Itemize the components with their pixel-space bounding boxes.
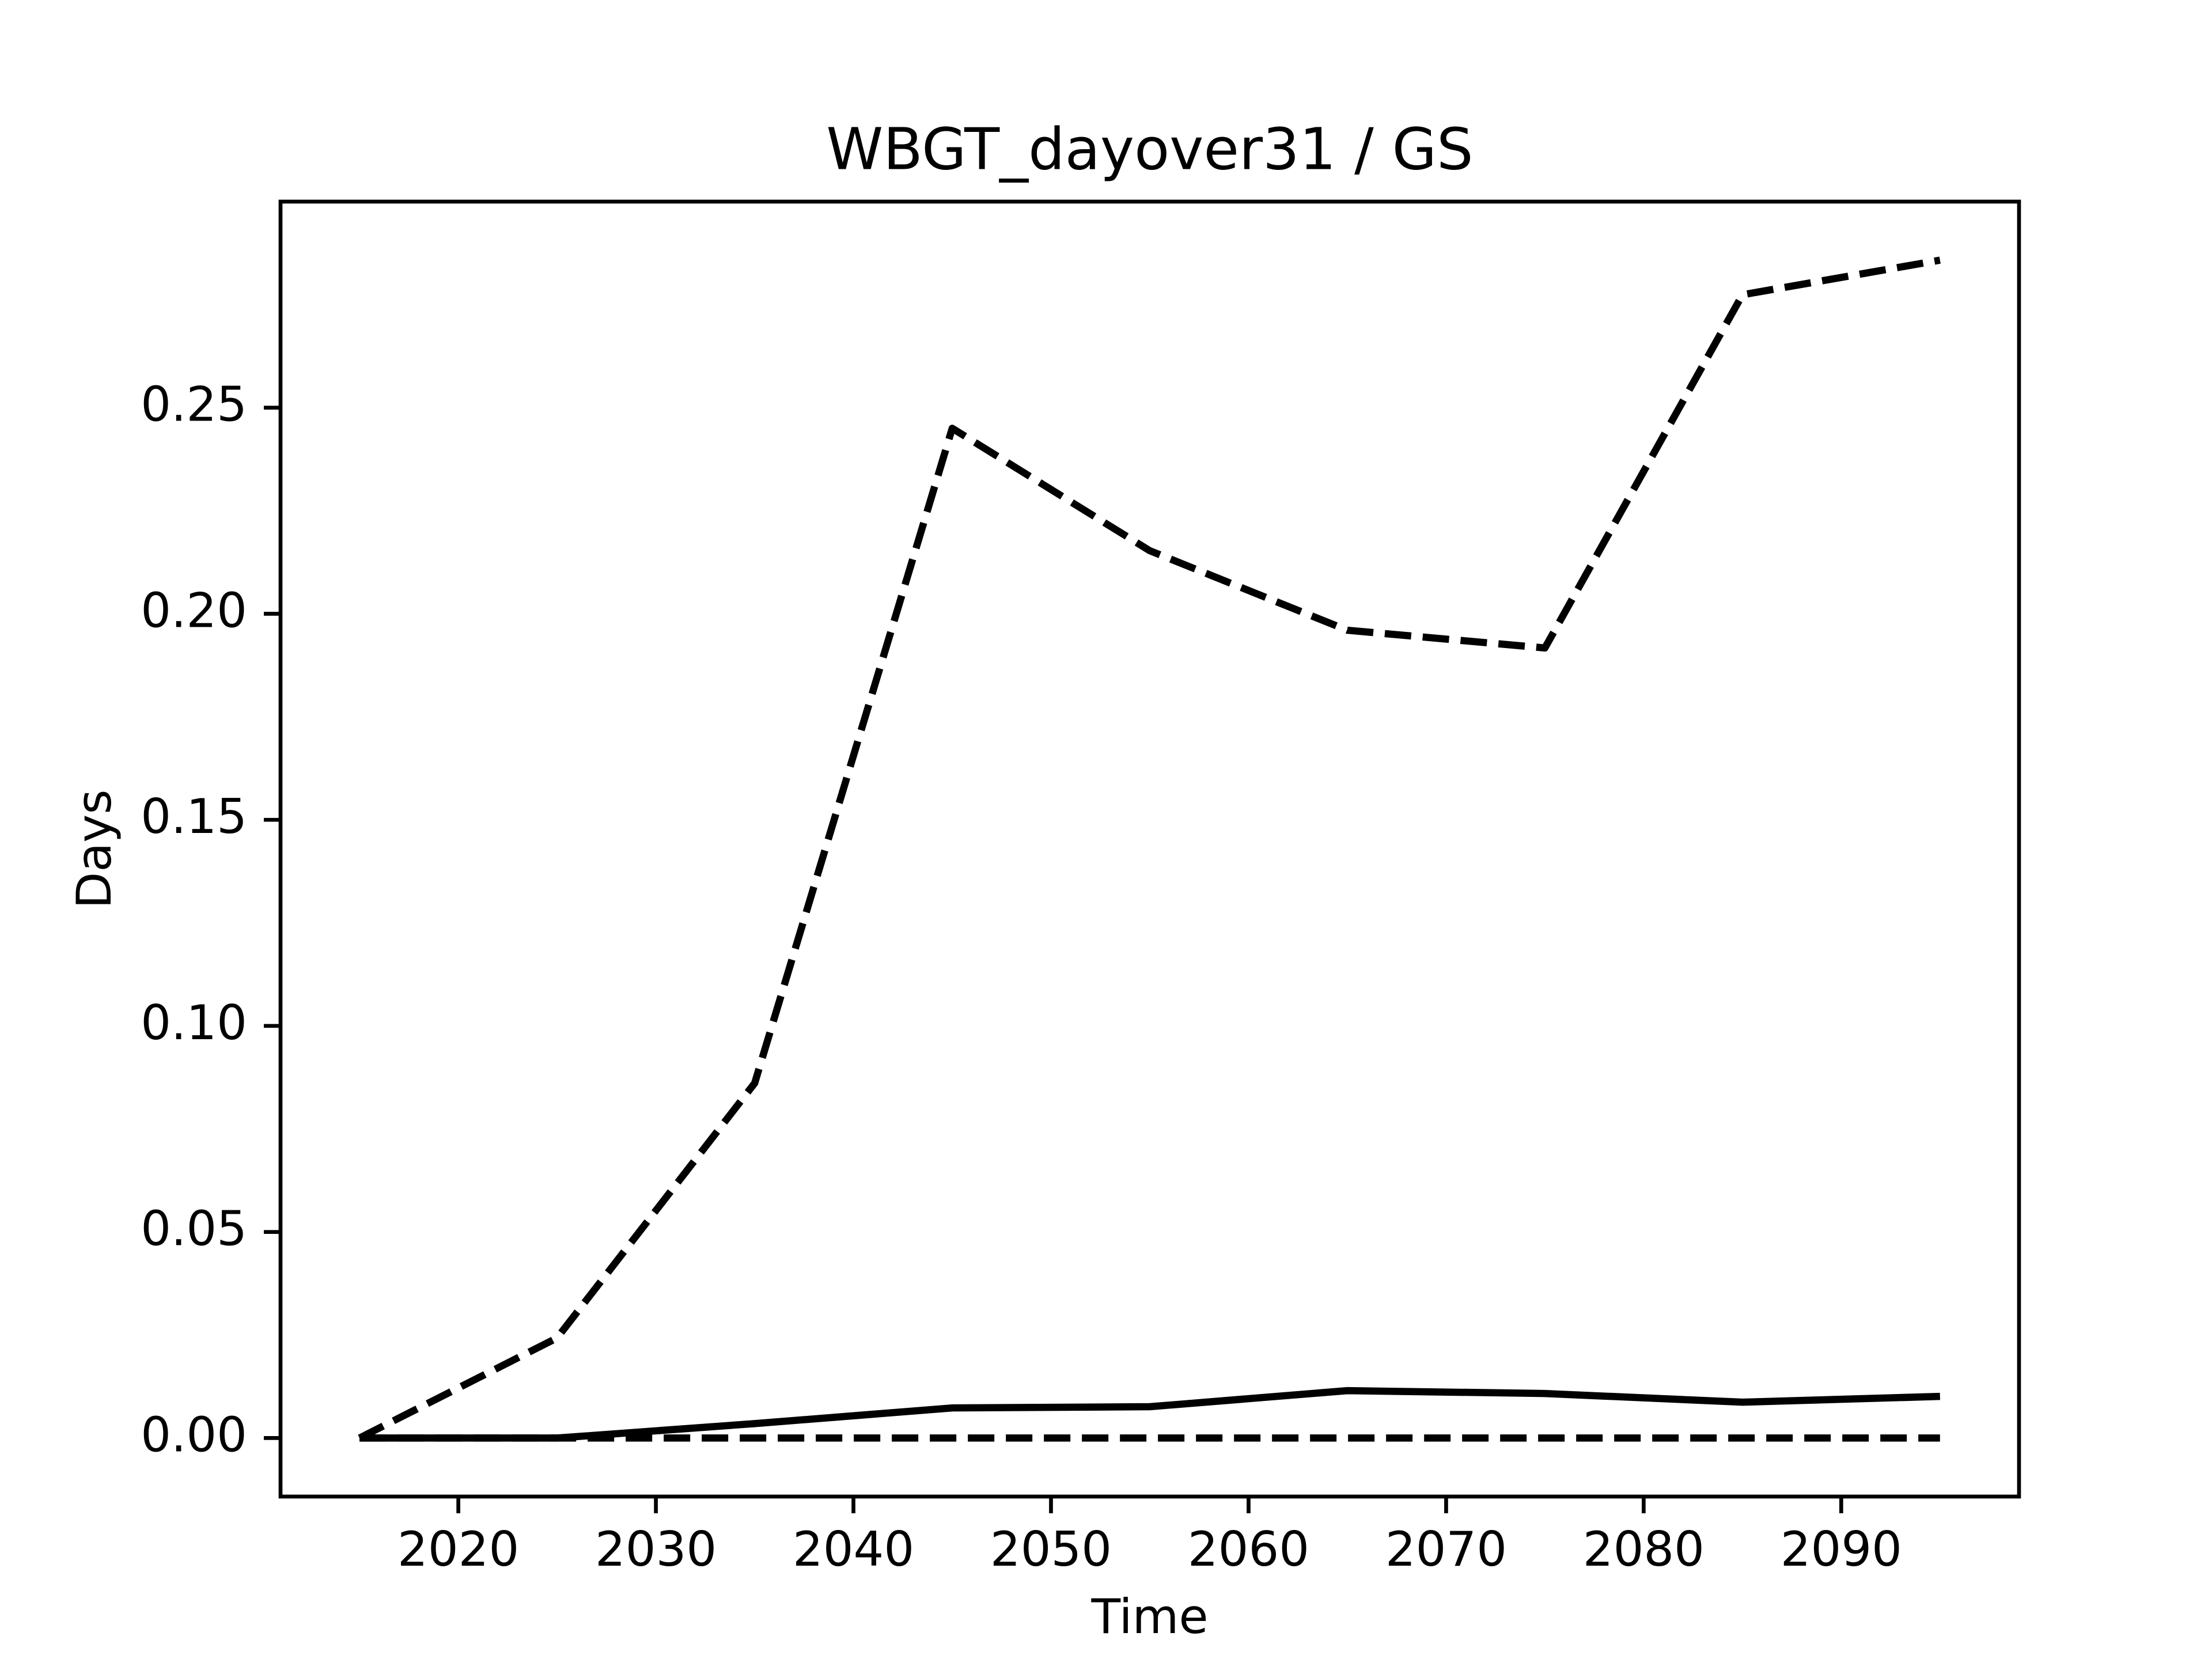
y-tick-label: 0.05 (141, 1201, 247, 1257)
x-tick-label: 2020 (397, 1521, 519, 1577)
y-tick-label: 0.20 (141, 582, 247, 638)
y-tick-label: 0.00 (141, 1407, 247, 1463)
x-tick-label: 2040 (793, 1521, 914, 1577)
y-axis-label: Days (66, 789, 122, 908)
data-line (359, 1387, 1941, 1442)
y-tick-label: 0.10 (141, 995, 247, 1051)
x-tick-label: 2030 (595, 1521, 717, 1577)
x-tick-label: 2080 (1583, 1521, 1705, 1577)
y-tick-label: 0.15 (141, 789, 247, 844)
x-tick-label: 2070 (1385, 1521, 1507, 1577)
x-axis-label: Time (1090, 1589, 1208, 1645)
x-tick-label: 2060 (1188, 1521, 1309, 1577)
y-tick-label: 0.25 (141, 377, 247, 433)
x-tick-label: 2090 (1781, 1521, 1902, 1577)
chart-title: WBGT_dayover31 / GS (826, 115, 1473, 183)
x-tick-label: 2050 (990, 1521, 1112, 1577)
data-line (358, 256, 1941, 1441)
axes-frame (278, 199, 2021, 1499)
